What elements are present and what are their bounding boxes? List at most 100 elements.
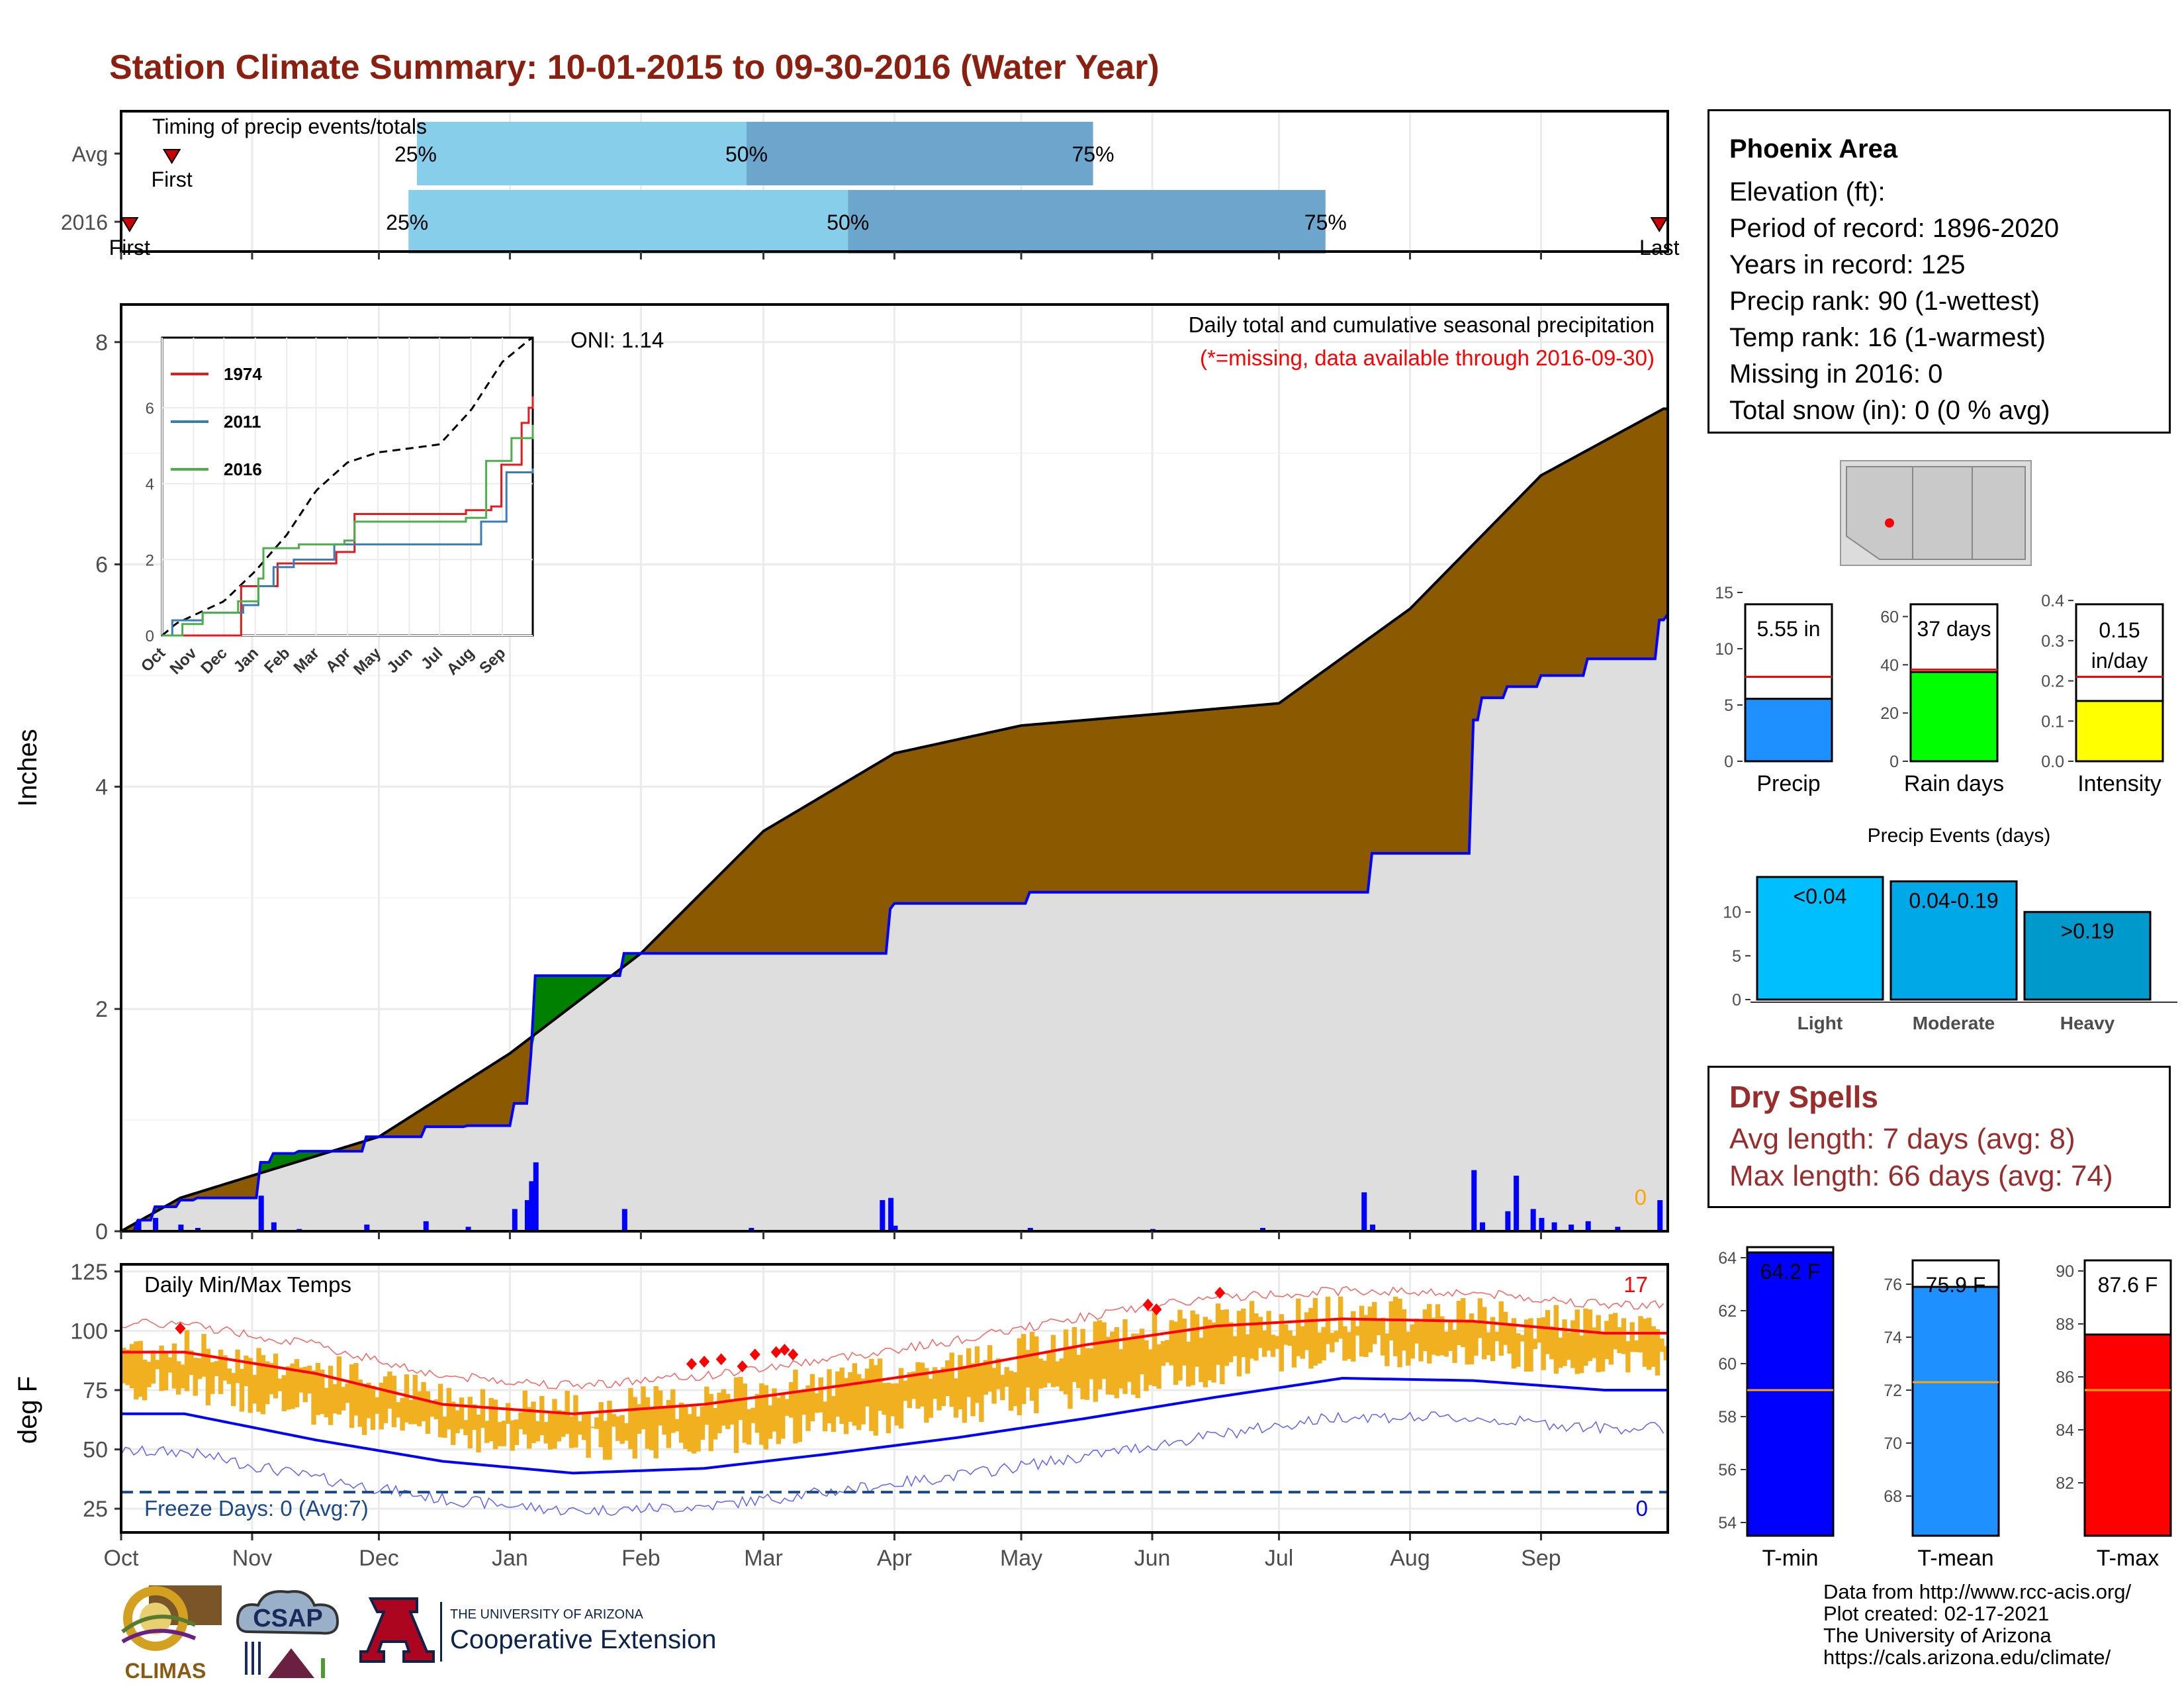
daily-temp-bar — [945, 1360, 950, 1397]
daily-temp-bar — [1008, 1370, 1014, 1411]
daily-temp-bar — [265, 1361, 270, 1405]
dry-avg-length: Avg length: 7 days (avg: 8) — [1729, 1123, 2075, 1155]
daily-temp-bar — [1232, 1336, 1238, 1356]
daily-temp-bar — [903, 1380, 908, 1401]
x-tick-label: Mar — [744, 1546, 783, 1571]
daily-temp-bar — [273, 1353, 279, 1399]
daily-temp-bar — [1380, 1317, 1386, 1356]
daily-temp-bar — [476, 1415, 481, 1453]
daily-temp-bar — [1101, 1322, 1107, 1380]
daily-temp-bar — [1076, 1354, 1081, 1388]
daily-temp-bar — [134, 1341, 139, 1400]
daily-temp-bar — [353, 1363, 359, 1416]
daily-temp-bar — [125, 1349, 130, 1385]
daily-temp-bar — [1257, 1317, 1263, 1348]
daily-temp-bar — [1456, 1301, 1462, 1346]
y-tick-label: 6 — [95, 553, 108, 578]
daily-temp-bar — [1249, 1301, 1255, 1359]
daily-temp-bar — [873, 1365, 878, 1436]
events-tick: 0 — [1732, 991, 1741, 1009]
daily-temp-bar — [535, 1421, 541, 1442]
daily-temp-bar — [949, 1352, 954, 1407]
summary-bars: 5.55 in 0 5 10 15 Precip 37 days 0 20 40 60 Rain da… — [1715, 584, 2164, 796]
panel-subtitle: (*=missing, data available through 2016-… — [1200, 346, 1655, 370]
y-tick-label: 2 — [95, 997, 108, 1022]
daily-temp-bar — [1452, 1329, 1457, 1363]
daily-temp-bar — [1114, 1327, 1119, 1399]
station-info-box: Phoenix Area Elevation (ft): Period of r… — [1707, 109, 2171, 434]
daily-temp-bar — [801, 1389, 807, 1415]
x-tick-label: Jan — [492, 1546, 528, 1571]
daily-temp-bar — [1144, 1340, 1149, 1391]
small-bar-label: Rain days — [1904, 771, 2004, 796]
daily-temp-bar — [518, 1412, 523, 1429]
daily-precip-bar — [195, 1227, 201, 1231]
inset-y-tick: 4 — [146, 476, 154, 494]
daily-temp-bar — [1351, 1311, 1356, 1362]
daily-temp-bar — [408, 1399, 414, 1425]
daily-temp-bar — [1080, 1329, 1085, 1399]
temp-bar-tick: 54 — [1718, 1514, 1737, 1532]
daily-temp-bar — [628, 1387, 633, 1450]
temp-bar-tick: 86 — [2056, 1368, 2074, 1387]
daily-temp-bar — [290, 1363, 295, 1409]
daily-temp-bar — [501, 1421, 507, 1446]
daily-temp-bar — [1334, 1331, 1339, 1342]
daily-temp-bar — [522, 1390, 527, 1434]
daily-temp-bar — [754, 1393, 760, 1433]
daily-temp-bar — [1165, 1340, 1170, 1363]
info-precip-rank: Precip rank: 90 (1-wettest) — [1729, 287, 2040, 316]
record-marker — [1214, 1287, 1226, 1299]
timing-bar-50-75 — [848, 190, 1326, 254]
daily-temp-bar — [717, 1392, 722, 1434]
small-bar-value-label: 37 days — [1917, 617, 1991, 641]
daily-temp-bar — [176, 1361, 181, 1395]
daily-temp-bar — [404, 1374, 410, 1423]
daily-temp-bar — [1342, 1326, 1347, 1361]
daily-temp-bar — [349, 1364, 355, 1428]
daily-temp-bar — [784, 1399, 790, 1416]
daily-temp-bar — [1570, 1320, 1576, 1368]
climas-logo: CLIMAS — [121, 1585, 222, 1683]
freeze-count: 0 — [1636, 1496, 1648, 1521]
daily-temp-bar — [852, 1363, 858, 1426]
daily-temp-bar — [1291, 1335, 1297, 1368]
daily-temp-bar — [1511, 1318, 1517, 1369]
info-temp-rank: Temp rank: 16 (1-warmest) — [1729, 323, 2046, 352]
daily-temp-bar — [1562, 1319, 1567, 1366]
daily-temp-bar — [383, 1376, 388, 1423]
csap-logo: CSAP — [236, 1590, 340, 1678]
daily-temp-bar — [1498, 1301, 1504, 1356]
daily-temp-bar — [1435, 1304, 1441, 1356]
timing-50-label: 50% — [827, 211, 869, 234]
daily-temp-bar — [966, 1348, 972, 1397]
daily-temp-bar — [729, 1400, 735, 1425]
daily-temp-bar — [1642, 1319, 1648, 1367]
daily-precip-bar — [892, 1225, 898, 1231]
daily-temp-bar — [235, 1349, 240, 1383]
first-label: First — [109, 236, 150, 259]
daily-temp-bar — [962, 1366, 968, 1423]
daily-temp-bar — [121, 1347, 126, 1383]
timing-bar-50-75 — [747, 122, 1093, 185]
daily-temp-bar — [1367, 1306, 1373, 1352]
record-marker — [686, 1358, 698, 1370]
temperature-bars: 64.2 F 54 56 58 60 62 64 T-min 75.9 F 68 70 72 74 76 T… — [1718, 1246, 2172, 1571]
daily-precip-bar — [153, 1217, 159, 1231]
daily-temp-bar — [1312, 1297, 1318, 1366]
daily-temp-bar — [514, 1419, 520, 1445]
daily-temp-bar — [1406, 1331, 1411, 1366]
daily-temp-bar — [1190, 1310, 1195, 1385]
daily-temp-bar — [662, 1408, 667, 1435]
daily-temp-bar — [805, 1385, 811, 1431]
daily-temp-bar — [708, 1393, 713, 1452]
daily-temp-bar — [1633, 1340, 1639, 1352]
temp-bar-tick: 90 — [2056, 1262, 2074, 1281]
daily-temp-bar — [1410, 1324, 1415, 1359]
timing-75-label: 75% — [1304, 211, 1347, 234]
daily-temp-bar — [1359, 1305, 1365, 1357]
daily-temp-bar — [302, 1366, 308, 1403]
daily-temp-bar — [1651, 1326, 1656, 1367]
temp-bar-label: T-max — [2097, 1546, 2159, 1571]
daily-temp-bar — [725, 1393, 731, 1429]
